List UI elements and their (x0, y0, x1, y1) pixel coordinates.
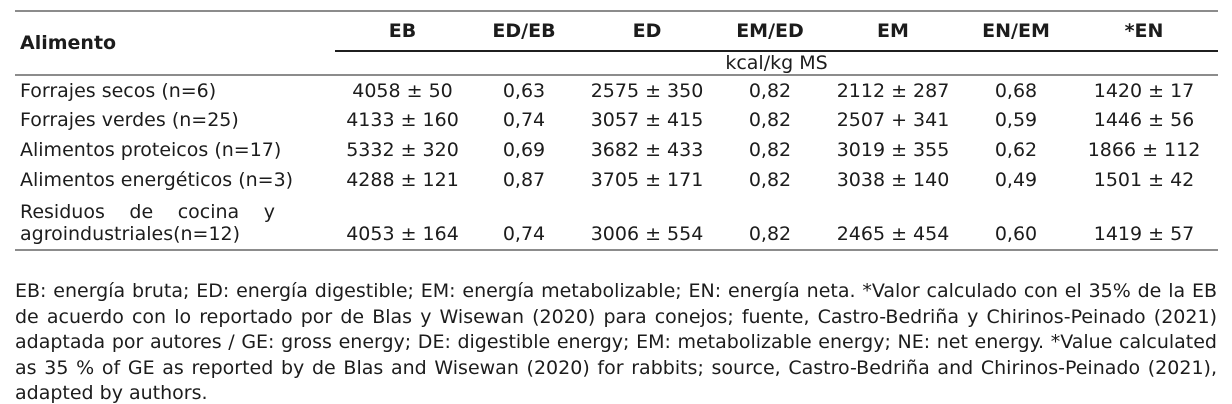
table-cell: 2112 ± 287 (836, 79, 950, 102)
energy-values-table: Alimento EB ED/EB ED EM/ED EM EN/EM *EN … (15, 10, 1218, 251)
table-cell: 0,82 (748, 169, 792, 191)
table-row-forrajes-verdes: Forrajes verdes (n=25) 4133 ± 160 0,74 3… (15, 105, 1218, 135)
column-header-em: EM (824, 11, 962, 52)
table-cell: 1501 ± 42 (1093, 169, 1195, 191)
table-cell: 2465 ± 454 (836, 223, 950, 245)
column-header-ed-eb: ED/EB (470, 11, 578, 52)
table-footnote: EB: energía bruta; ED: energía digestibl… (15, 280, 1217, 404)
table-cell: 3006 ± 554 (590, 223, 704, 245)
row-label: Forrajes secos (n=6) (20, 79, 217, 102)
table-cell: 0,60 (994, 223, 1038, 245)
table-cell: 1866 ± 112 (1087, 139, 1201, 161)
table-cell: 4133 ± 160 (346, 109, 459, 131)
column-header-alimento: Alimento (15, 11, 335, 76)
row-label: Forrajes verdes (n=25) (20, 109, 239, 131)
table-cell: 2575 ± 350 (590, 79, 704, 102)
row-label: Alimentos proteicos (n=17) (20, 139, 282, 161)
table-cell: 0,74 (502, 109, 546, 131)
column-header-em-ed: EM/ED (716, 11, 824, 52)
column-header-ed: ED (578, 11, 716, 52)
table-cell: 3019 ± 355 (836, 139, 950, 161)
row-label: Alimentos energéticos (n=3) (20, 169, 294, 191)
table-cell: 4053 ± 164 (346, 223, 459, 245)
row-label: Residuos de cocina y agroindustriales(n=… (15, 195, 335, 250)
row-label-line2: agroindustriales(n=12) (20, 223, 241, 245)
table-cell: 0,63 (502, 79, 546, 102)
table-cell: 4288 ± 121 (346, 169, 459, 191)
unit-label: kcal/kg MS (335, 51, 1218, 76)
table-row-forrajes-secos: Forrajes secos (n=6) 4058 ± 50 0,63 2575… (15, 75, 1218, 105)
table-cell: 3038 ± 140 (836, 169, 950, 191)
table-row-residuos: Residuos de cocina y agroindustriales(n=… (15, 195, 1218, 250)
table-cell: 1446 ± 56 (1093, 109, 1195, 131)
table-cell: 3057 ± 415 (590, 109, 704, 131)
table-cell: 0,87 (502, 169, 546, 191)
table-cell: 3682 ± 433 (590, 139, 704, 161)
table-cell: 1419 ± 57 (1093, 223, 1195, 245)
table-cell: 0,69 (502, 139, 546, 161)
table-cell: 1420 ± 17 (1093, 79, 1195, 102)
table-cell: 0,82 (748, 109, 792, 131)
column-header-en: *EN (1070, 11, 1218, 52)
table-header-row: Alimento EB ED/EB ED EM/ED EM EN/EM *EN (15, 11, 1218, 76)
table-cell: 4058 ± 50 (352, 79, 453, 102)
table-cell: 5332 ± 320 (346, 139, 459, 161)
table-cell: 0,82 (748, 223, 792, 245)
table-cell: 0,74 (502, 223, 546, 245)
table-row-alimentos-energeticos: Alimentos energéticos (n=3) 4288 ± 121 0… (15, 165, 1218, 195)
table-cell: 0,59 (994, 109, 1038, 131)
table-cell: 0,82 (748, 139, 792, 161)
table-cell: 0,82 (748, 79, 792, 102)
table-unit-row: kcal/kg MS (15, 51, 1218, 76)
row-label-line1: Residuos de cocina y (20, 201, 275, 223)
column-header-en-em: EN/EM (962, 11, 1070, 52)
column-header-eb: EB (335, 11, 470, 52)
table-cell: 0,62 (994, 139, 1038, 161)
table-cell: 0,68 (994, 79, 1038, 102)
table-cell: 3705 ± 171 (590, 169, 704, 191)
table-cell: 0,49 (994, 169, 1038, 191)
table-cell: 2507 + 341 (836, 109, 950, 131)
table-row-alimentos-proteicos: Alimentos proteicos (n=17) 5332 ± 320 0,… (15, 135, 1218, 165)
